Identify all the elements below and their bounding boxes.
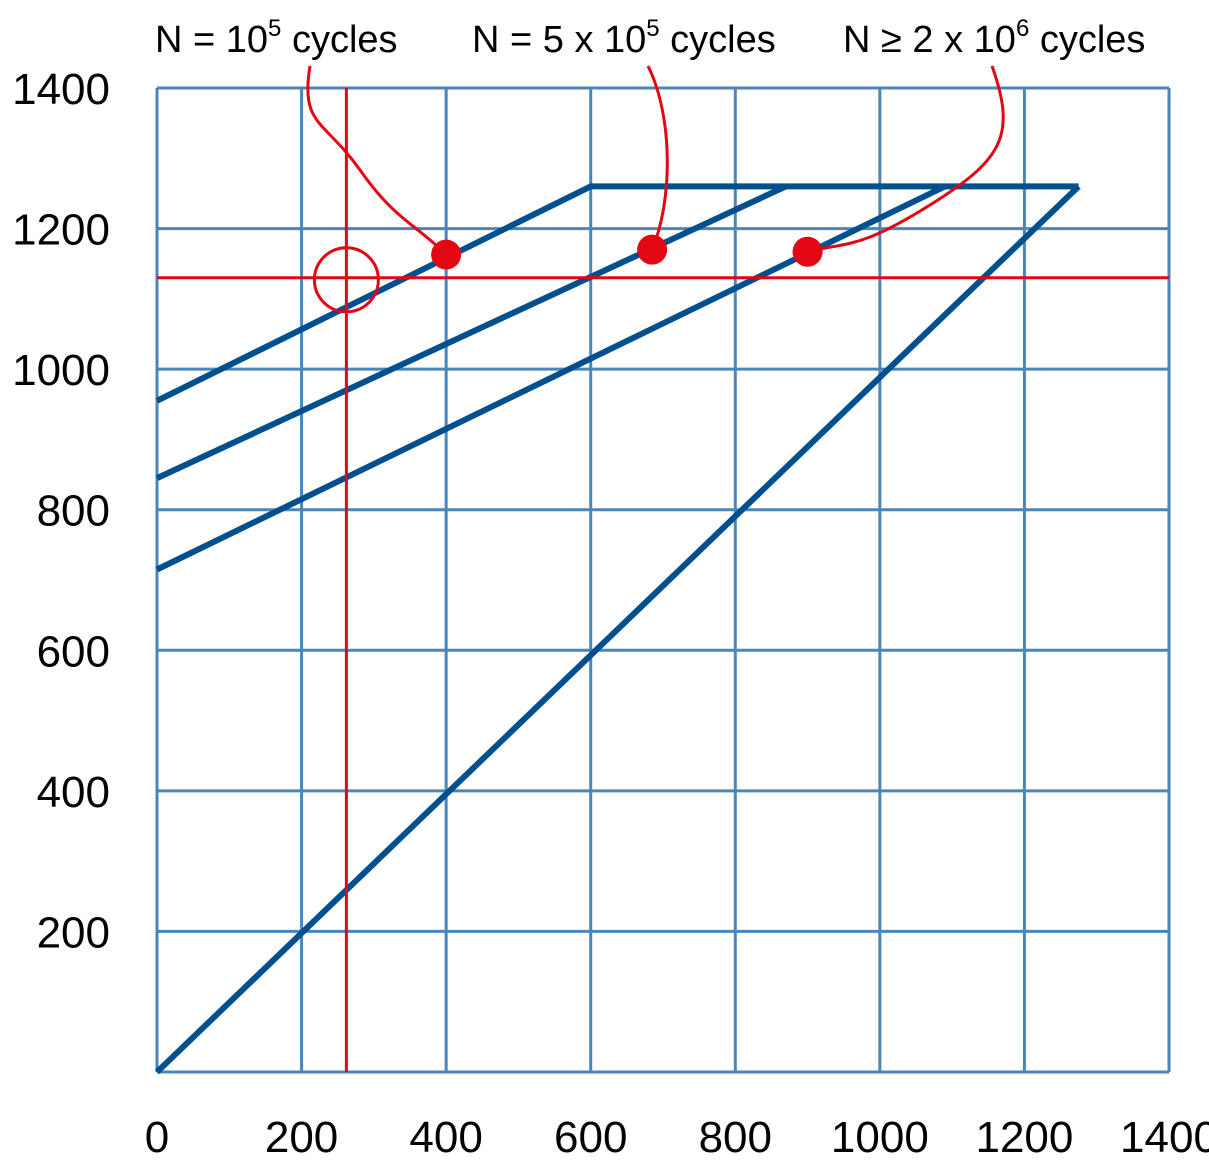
series-lines: [154, 183, 1081, 1075]
series-line-2: [155, 183, 788, 481]
series-line-4: [154, 184, 1081, 1075]
x-tick-label: 800: [699, 1113, 772, 1162]
x-tick-label: 600: [554, 1113, 627, 1162]
annotation-point: [792, 236, 823, 267]
x-tick-label: 200: [265, 1113, 338, 1162]
x-tick-label: 1200: [975, 1113, 1073, 1162]
y-tick-label: 1200: [12, 206, 110, 255]
annotation-point: [637, 234, 668, 265]
series-line-3: [155, 183, 947, 573]
y-tick-label: 1400: [12, 65, 110, 114]
reference-intersection-circle: [312, 246, 380, 314]
annotation-leader-line: [646, 65, 669, 251]
x-tick-label: 1400: [1120, 1113, 1209, 1162]
annotation-label: N ≥ 2 x 106 cycles: [843, 15, 1145, 61]
y-tick-label: 1000: [12, 346, 110, 395]
x-tick-label: 400: [409, 1113, 482, 1162]
axis-labels: 0 200 400 600 800 1000 1200 1400 200 400 600 800 100…: [12, 65, 1209, 1162]
grid: [155, 86, 1171, 1074]
y-tick-label: 600: [37, 627, 110, 676]
y-tick-label: 800: [37, 487, 110, 536]
series-line-1: [155, 183, 1079, 404]
y-tick-label: 400: [37, 768, 110, 817]
reference-lines: [157, 88, 1169, 1072]
y-tick-label: 200: [37, 908, 110, 957]
annotation-leader-line: [306, 65, 448, 256]
x-tick-label: 1000: [831, 1113, 929, 1162]
annotations: N = 105 cycles N = 5 x 105 cycles N ≥ 2 x …: [155, 15, 1145, 270]
annotation-label: N = 105 cycles: [155, 15, 398, 61]
annotation-point: [431, 239, 462, 270]
annotation-label: N = 5 x 105 cycles: [472, 15, 776, 61]
annotation-leader-line: [807, 65, 1005, 254]
x-tick-label: 0: [145, 1113, 169, 1162]
